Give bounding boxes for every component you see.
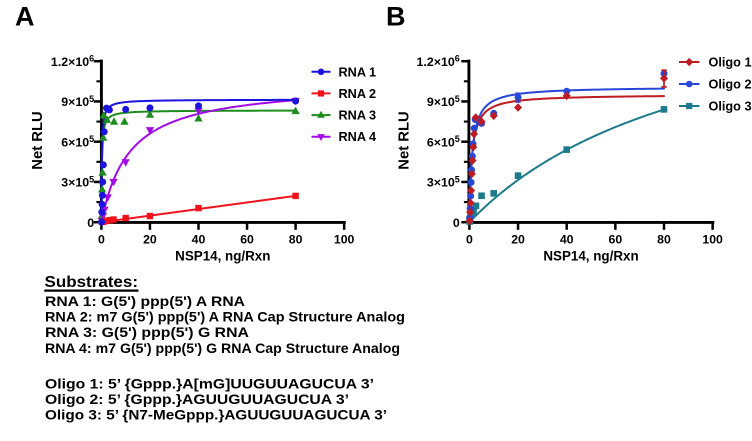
svg-text:RNA 4: RNA 4 <box>339 130 377 144</box>
svg-text:1.2×106: 1.2×106 <box>417 54 460 69</box>
svg-text:RNA 2: m7 G(5') ppp(5') A RNA: RNA 2: m7 G(5') ppp(5') A RNA Cap Struct… <box>45 308 405 324</box>
svg-text:Net RLU: Net RLU <box>30 111 46 169</box>
svg-text:RNA 1: RNA 1 <box>339 65 377 79</box>
svg-text:40: 40 <box>560 232 574 246</box>
svg-text:Oligo 3: 5’ {N7-MeGppp.}AGUUGU: Oligo 3: 5’ {N7-MeGppp.}AGUUGUUAGUCUA 3’ <box>45 407 387 423</box>
svg-text:Substrates:: Substrates: <box>45 274 139 291</box>
svg-text:100: 100 <box>334 232 355 246</box>
svg-text:0: 0 <box>98 232 105 246</box>
svg-text:1.2×106: 1.2×106 <box>51 54 94 69</box>
svg-text:B: B <box>386 2 406 32</box>
svg-text:0: 0 <box>466 232 473 246</box>
svg-text:Oligo 2: 5’ {Gppp.}AGUUGUUAGUC: Oligo 2: 5’ {Gppp.}AGUUGUUAGUCUA 3’ <box>45 391 349 407</box>
svg-text:9×105: 9×105 <box>61 94 94 109</box>
svg-text:60: 60 <box>240 232 254 246</box>
svg-text:RNA 3: G(5') ppp(5') G RNA: RNA 3: G(5') ppp(5') G RNA <box>45 324 249 340</box>
svg-text:6×105: 6×105 <box>427 134 460 149</box>
svg-text:60: 60 <box>609 232 623 246</box>
svg-text:RNA 1: G(5') ppp(5') A RNA: RNA 1: G(5') ppp(5') A RNA <box>45 293 245 309</box>
svg-text:0: 0 <box>453 216 460 230</box>
svg-text:Net RLU: Net RLU <box>397 111 413 169</box>
svg-text:3×105: 3×105 <box>61 174 94 189</box>
svg-text:20: 20 <box>511 232 525 246</box>
svg-text:Oligo 1: Oligo 1 <box>709 56 752 70</box>
svg-text:80: 80 <box>657 232 671 246</box>
svg-text:Oligo 1: 5’ {Gppp.}A[mG]UUGUUA: Oligo 1: 5’ {Gppp.}A[mG]UUGUUAGUCUA 3’ <box>45 375 374 391</box>
svg-text:A: A <box>15 2 35 32</box>
svg-text:RNA 3: RNA 3 <box>339 109 377 123</box>
svg-text:Oligo 2: Oligo 2 <box>709 78 752 92</box>
svg-text:RNA 4: m7 G(5') ppp(5') G RNA: RNA 4: m7 G(5') ppp(5') G RNA Cap Struct… <box>45 340 400 356</box>
svg-text:100: 100 <box>702 232 723 246</box>
svg-text:Oligo 3: Oligo 3 <box>709 100 752 114</box>
svg-text:9×105: 9×105 <box>427 94 460 109</box>
svg-text:RNA 2: RNA 2 <box>339 87 377 101</box>
svg-text:0: 0 <box>87 216 94 230</box>
svg-text:6×105: 6×105 <box>61 134 94 149</box>
svg-text:40: 40 <box>192 232 206 246</box>
svg-text:NSP14, ng/Rxn: NSP14, ng/Rxn <box>175 248 270 263</box>
svg-text:3×105: 3×105 <box>427 174 460 189</box>
svg-text:20: 20 <box>143 232 157 246</box>
svg-text:80: 80 <box>289 232 303 246</box>
svg-text:NSP14, ng/Rxn: NSP14, ng/Rxn <box>543 248 638 263</box>
